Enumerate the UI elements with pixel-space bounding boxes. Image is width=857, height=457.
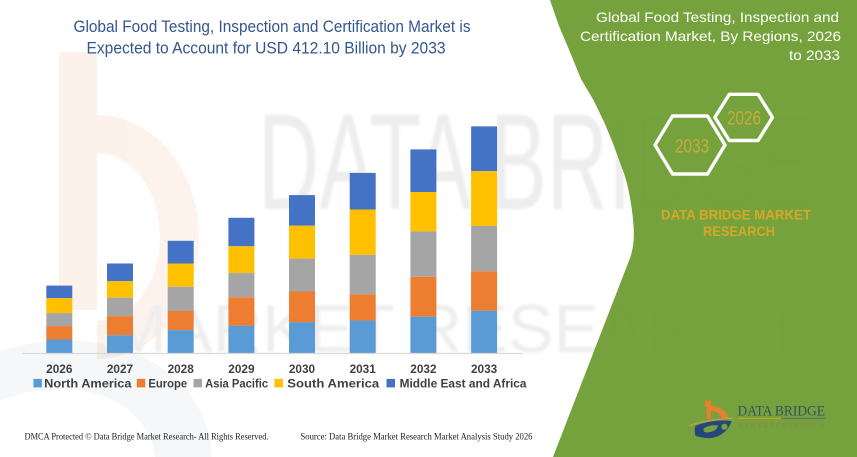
svg-text:M A R K E T R E S E A R C H: M A R K E T R E S E A R C H bbox=[738, 424, 824, 430]
svg-text:2029: 2029 bbox=[228, 362, 255, 376]
svg-text:2028: 2028 bbox=[168, 362, 195, 376]
svg-text:Expected to Account for USD 41: Expected to Account for USD 412.10 Billi… bbox=[87, 39, 446, 58]
svg-text:2026: 2026 bbox=[46, 362, 73, 376]
svg-text:2030: 2030 bbox=[289, 362, 316, 376]
svg-text:Source: Data Bridge Market Res: Source: Data Bridge Market Research Mark… bbox=[301, 432, 533, 442]
svg-text:to 2033: to 2033 bbox=[789, 48, 840, 63]
svg-text:2027: 2027 bbox=[107, 362, 134, 376]
svg-text:DMCA Protected © Data Bridge M: DMCA Protected © Data Bridge Market Rese… bbox=[25, 432, 269, 442]
svg-text:DATA BRIDGE MARKET: DATA BRIDGE MARKET bbox=[661, 207, 811, 223]
svg-text:North America: North America bbox=[44, 377, 132, 391]
svg-text:2032: 2032 bbox=[410, 362, 437, 376]
svg-text:Certification Market, By Regio: Certification Market, By Regions, 2026 bbox=[580, 29, 841, 44]
svg-text:RESEARCH: RESEARCH bbox=[703, 223, 775, 239]
svg-text:2033: 2033 bbox=[471, 362, 498, 376]
svg-text:Global Food Testing, Inspectio: Global Food Testing, Inspection and Cert… bbox=[74, 17, 471, 36]
svg-text:Europe: Europe bbox=[148, 377, 187, 391]
svg-text:2033: 2033 bbox=[675, 137, 709, 158]
svg-text:DATA BRIDGE: DATA BRIDGE bbox=[738, 403, 826, 419]
svg-text:2031: 2031 bbox=[350, 362, 377, 376]
svg-text:Global Food Testing, Inspectio: Global Food Testing, Inspection and bbox=[596, 10, 839, 25]
svg-text:Middle East and Africa: Middle East and Africa bbox=[400, 377, 527, 391]
svg-text:2026: 2026 bbox=[727, 109, 761, 130]
svg-text:South America: South America bbox=[287, 377, 379, 391]
svg-text:Asia Pacific: Asia Pacific bbox=[205, 377, 268, 391]
